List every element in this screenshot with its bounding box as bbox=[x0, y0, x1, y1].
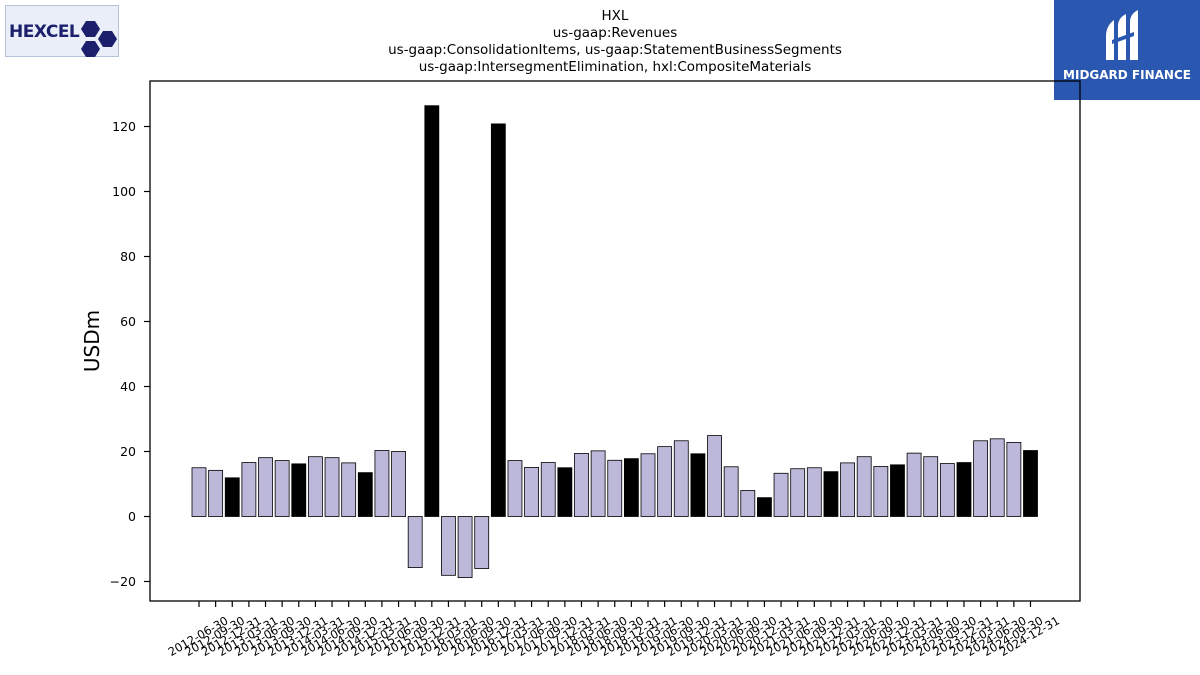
bar bbox=[673, 440, 689, 517]
bar bbox=[208, 469, 224, 517]
bar bbox=[490, 123, 506, 517]
bar bbox=[806, 467, 822, 517]
bar bbox=[1023, 450, 1038, 517]
bar bbox=[956, 462, 972, 517]
y-tick-label: 80 bbox=[120, 249, 136, 264]
x-axis: 2012-06-302012-09-302012-12-312013-03-31… bbox=[166, 601, 1062, 659]
bar bbox=[557, 467, 573, 517]
chart-title: HXLus-gaap:Revenuesus-gaap:Consolidation… bbox=[388, 8, 842, 75]
bar bbox=[540, 462, 556, 517]
bar bbox=[274, 460, 290, 517]
bar bbox=[424, 105, 440, 517]
bar bbox=[657, 446, 673, 517]
title-line: HXL bbox=[602, 8, 629, 24]
bar bbox=[840, 462, 855, 517]
bar bbox=[740, 490, 756, 517]
bar bbox=[757, 497, 772, 517]
bar bbox=[773, 472, 789, 517]
title-line: us-gaap:ConsolidationItems, us-gaap:Stat… bbox=[388, 42, 842, 58]
bar bbox=[224, 477, 240, 517]
bar bbox=[856, 456, 872, 517]
bar bbox=[441, 516, 456, 576]
bar bbox=[407, 516, 423, 568]
bar-series bbox=[191, 105, 1038, 578]
bar bbox=[873, 466, 889, 517]
bar bbox=[241, 462, 257, 517]
bar bbox=[341, 462, 357, 517]
bar bbox=[324, 457, 340, 517]
bar bbox=[457, 516, 473, 578]
bar bbox=[906, 452, 922, 517]
y-tick-label: 0 bbox=[128, 509, 136, 524]
hexcel-logo-text: HEXCEL bbox=[9, 22, 80, 42]
bar bbox=[291, 463, 307, 517]
midgard-mark-icon bbox=[1106, 10, 1138, 60]
title-line: us-gaap:IntersegmentElimination, hxl:Com… bbox=[419, 59, 812, 75]
y-axis: −20 0 20 40 60 80 100 120 bbox=[110, 119, 150, 589]
hexagon-logo-icon bbox=[81, 21, 117, 57]
bar bbox=[939, 463, 955, 517]
y-tick-label: 100 bbox=[112, 184, 136, 199]
bar bbox=[973, 440, 989, 517]
bar bbox=[923, 456, 939, 517]
bar bbox=[507, 460, 523, 517]
bar bbox=[890, 464, 905, 517]
y-tick-label: 60 bbox=[120, 314, 136, 329]
bar bbox=[640, 453, 656, 517]
midgard-finance-logo: MIDGARD FINANCE bbox=[1054, 0, 1200, 100]
title-line: us-gaap:Revenues bbox=[553, 25, 678, 41]
bar bbox=[607, 459, 623, 517]
bar bbox=[258, 457, 273, 517]
bar bbox=[191, 467, 207, 517]
bar bbox=[374, 450, 390, 517]
bar bbox=[524, 467, 539, 517]
bar bbox=[707, 435, 722, 517]
bar bbox=[391, 451, 406, 517]
bar bbox=[308, 456, 323, 517]
bar bbox=[690, 453, 706, 517]
y-axis-label: USDm bbox=[80, 310, 104, 372]
bar bbox=[357, 472, 373, 517]
bar bbox=[823, 471, 839, 517]
hexcel-logo: HEXCEL bbox=[5, 5, 119, 57]
bar bbox=[1006, 441, 1022, 517]
y-tick-label: 20 bbox=[120, 444, 136, 459]
bar bbox=[574, 453, 589, 517]
y-tick-label: 120 bbox=[112, 119, 136, 134]
bar bbox=[590, 450, 606, 517]
y-tick-label: 40 bbox=[120, 379, 136, 394]
bar bbox=[989, 438, 1005, 517]
bar bbox=[474, 516, 490, 569]
midgard-logo-text: MIDGARD FINANCE bbox=[1063, 68, 1191, 82]
y-tick-label: −20 bbox=[110, 574, 136, 589]
bar bbox=[623, 458, 639, 517]
bar bbox=[790, 468, 806, 517]
plot-frame bbox=[149, 80, 1081, 602]
bar bbox=[723, 466, 739, 517]
